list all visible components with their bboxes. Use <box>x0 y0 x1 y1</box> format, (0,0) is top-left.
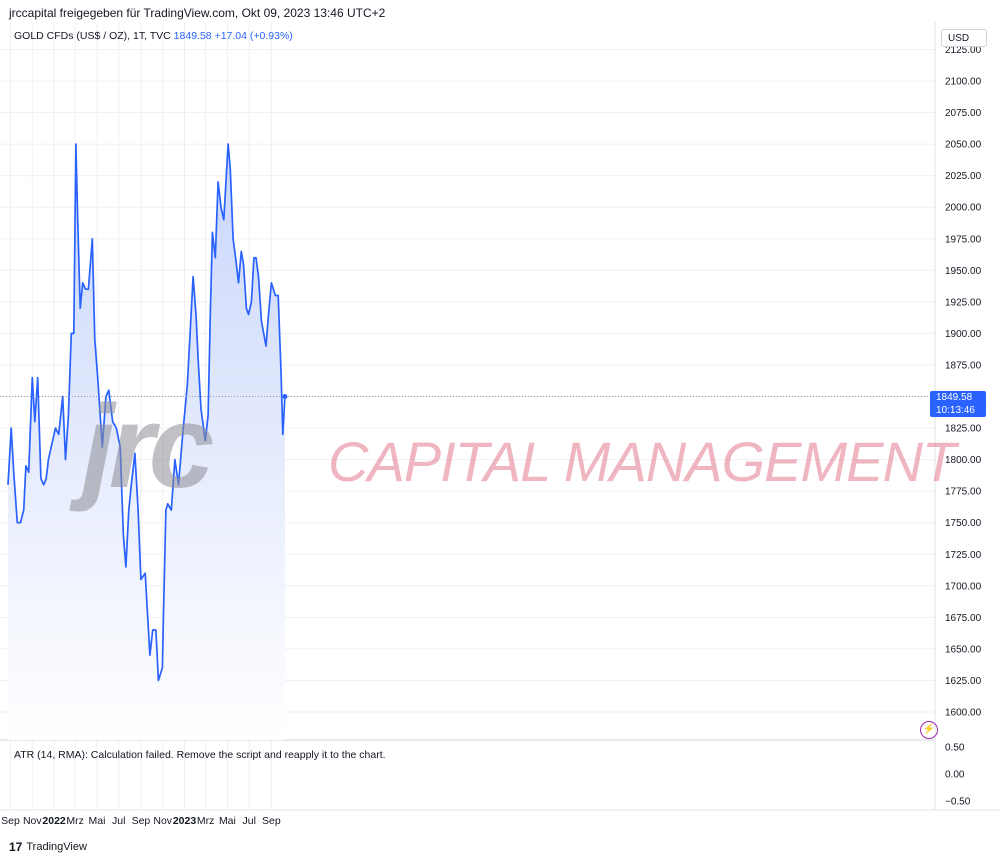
y-tick-label: 1900.00 <box>945 329 982 340</box>
last-price-tag-value: 1849.58 <box>936 392 973 403</box>
indicator-tick-label: 0.50 <box>945 743 965 754</box>
capital-management-watermark: CAPITAL MANAGEMENT <box>328 430 956 493</box>
symbol-legend[interactable]: GOLD CFDs (US$ / OZ), 1T, TVC 1849.58 +1… <box>14 30 293 42</box>
y-tick-label: 1875.00 <box>945 360 982 371</box>
y-tick-label: 1775.00 <box>945 487 982 498</box>
price-line <box>7 143 286 682</box>
y-tick-label: 2125.00 <box>945 45 982 56</box>
tradingview-logo-icon: 17 <box>9 840 23 854</box>
x-tick-label: Mrz <box>66 815 84 827</box>
y-tick-label: 2000.00 <box>945 203 982 214</box>
tradingview-footer: 17 TradingView <box>9 840 87 854</box>
last-price-tag: 1849.58 10:13:46 <box>930 391 986 417</box>
x-tick-label: 2023 <box>173 815 197 827</box>
y-tick-label: 1700.00 <box>945 581 982 592</box>
lightning-alert-icon[interactable]: ⚡ <box>920 721 938 739</box>
publish-info: jrccapital freigegeben für TradingView.c… <box>9 6 386 20</box>
time-axis-ticks: Sep Nov 2022 Mrz Mai Jul Sep Nov 2023 Mrz Mai Jul Se… <box>1 815 281 827</box>
x-tick-label: Sep <box>1 815 20 827</box>
indicator-axis-ticks: 0.50 0.00 −0.50 <box>945 743 971 808</box>
y-tick-label: 1650.00 <box>945 644 982 655</box>
symbol-name[interactable]: GOLD CFDs (US$ / OZ), 1T, TVC <box>14 30 171 42</box>
x-tick-label: Nov <box>153 815 172 827</box>
x-tick-label: Mrz <box>197 815 215 827</box>
y-tick-label: 2100.00 <box>945 77 982 88</box>
last-price-value: 1849.58 <box>173 30 212 42</box>
tradingview-brand: TradingView <box>26 841 87 853</box>
x-tick-label: Jul <box>112 815 125 827</box>
bar-countdown: 10:13:46 <box>936 405 975 416</box>
x-tick-label: Sep <box>132 815 151 827</box>
horizontal-gridlines <box>0 48 935 713</box>
y-tick-label: 1725.00 <box>945 550 982 561</box>
y-tick-label: 1950.00 <box>945 266 982 277</box>
x-tick-label: Mai <box>219 815 236 827</box>
x-tick-label: Mai <box>89 815 106 827</box>
y-tick-label: 1625.00 <box>945 676 982 687</box>
price-area-fill <box>8 144 285 741</box>
y-tick-label: 1925.00 <box>945 297 982 308</box>
y-tick-label: 2025.00 <box>945 171 982 182</box>
last-price-dot <box>282 394 288 399</box>
y-tick-label: 1825.00 <box>945 424 982 435</box>
x-tick-label: 2022 <box>42 815 66 827</box>
indicator-tick-label: −0.50 <box>945 797 971 808</box>
price-change-value: +17.04 (+0.93%) <box>214 30 293 42</box>
y-tick-label: 1600.00 <box>945 708 982 719</box>
y-tick-label: 2050.00 <box>945 140 982 151</box>
indicator-tick-label: 0.00 <box>945 770 965 781</box>
x-tick-label: Nov <box>23 815 42 827</box>
y-tick-label: 1675.00 <box>945 613 982 624</box>
y-tick-label: 1800.00 <box>945 455 982 466</box>
atr-indicator-message[interactable]: ATR (14, RMA): Calculation failed. Remov… <box>14 749 386 761</box>
jrc-logo-watermark: jrc <box>82 381 214 513</box>
x-tick-label: Sep <box>262 815 281 827</box>
price-axis-ticks: 2125.00 2100.00 2075.00 2050.00 2025.00 2000.… <box>945 45 982 719</box>
x-tick-label: Jul <box>242 815 255 827</box>
currency-selector[interactable]: USD <box>941 29 987 47</box>
y-tick-label: 1975.00 <box>945 234 982 245</box>
y-tick-label: 2075.00 <box>945 108 982 119</box>
y-tick-label: 1750.00 <box>945 518 982 529</box>
